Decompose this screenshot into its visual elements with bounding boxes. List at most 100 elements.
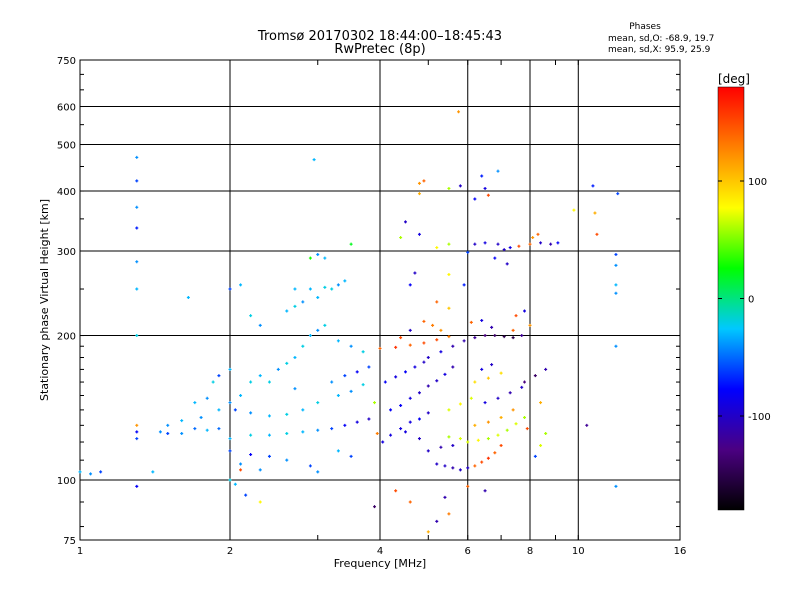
data-point xyxy=(135,260,139,264)
data-point xyxy=(330,427,334,431)
data-point xyxy=(443,372,447,376)
data-point xyxy=(413,365,417,369)
data-point xyxy=(239,394,243,398)
data-point xyxy=(180,419,184,423)
data-point xyxy=(417,232,421,236)
data-point xyxy=(443,495,447,499)
data-point xyxy=(426,449,430,453)
data-point xyxy=(186,296,190,300)
data-point xyxy=(399,336,403,340)
data-point xyxy=(258,468,262,472)
data-point xyxy=(312,158,316,162)
y-tick-label: 200 xyxy=(57,332,76,343)
y-tick-label: 750 xyxy=(57,56,76,67)
data-point xyxy=(308,334,312,338)
data-point xyxy=(408,396,412,400)
data-point xyxy=(233,408,237,412)
data-point xyxy=(528,242,532,246)
colorbar-label: [deg] xyxy=(718,72,750,86)
data-point xyxy=(135,205,139,209)
data-point xyxy=(493,451,497,455)
data-point xyxy=(228,449,232,453)
data-point xyxy=(399,236,403,240)
data-point xyxy=(383,380,387,384)
data-point xyxy=(267,414,271,418)
y-tick-label: 100 xyxy=(57,476,76,487)
colorbar-tick-label: -100 xyxy=(748,412,771,423)
data-point xyxy=(473,336,477,340)
data-point xyxy=(217,427,221,431)
data-point xyxy=(447,408,451,412)
chart-subtitle: RwPretec (8p) xyxy=(334,42,425,57)
data-point xyxy=(486,193,490,197)
data-point xyxy=(514,314,518,318)
data-point xyxy=(349,389,353,393)
data-point xyxy=(426,411,430,415)
data-point xyxy=(228,367,232,371)
data-point xyxy=(614,484,618,488)
data-point xyxy=(276,367,280,371)
data-point xyxy=(211,380,215,384)
data-point xyxy=(483,241,487,245)
data-point xyxy=(426,530,430,534)
data-point xyxy=(258,500,262,504)
data-point xyxy=(249,314,253,318)
data-point xyxy=(367,365,371,369)
data-point xyxy=(572,208,576,212)
data-point xyxy=(316,328,320,332)
data-point xyxy=(301,408,305,412)
data-point xyxy=(462,339,466,343)
data-point xyxy=(258,323,262,327)
data-point xyxy=(343,374,347,378)
data-point xyxy=(349,344,353,348)
data-point xyxy=(511,328,515,332)
data-point xyxy=(239,462,243,466)
data-point xyxy=(135,155,139,159)
data-point xyxy=(316,296,320,300)
data-point xyxy=(135,287,139,291)
data-point xyxy=(249,433,253,437)
data-point xyxy=(469,396,473,400)
data-point xyxy=(466,250,470,254)
data-point xyxy=(435,300,439,304)
data-point xyxy=(355,420,359,424)
data-point xyxy=(616,192,620,196)
data-point xyxy=(403,430,407,434)
data-point xyxy=(373,505,377,509)
data-point xyxy=(330,287,334,291)
data-point xyxy=(399,403,403,407)
data-point xyxy=(480,174,484,178)
data-point xyxy=(267,433,271,437)
data-point xyxy=(499,371,503,375)
data-point xyxy=(417,417,421,421)
data-point xyxy=(394,345,398,349)
data-point xyxy=(435,462,439,466)
data-point xyxy=(496,433,500,437)
data-point xyxy=(483,401,487,405)
data-point xyxy=(458,437,462,441)
data-point xyxy=(473,423,477,427)
data-point xyxy=(447,186,451,190)
data-point xyxy=(367,417,371,421)
data-point xyxy=(349,454,353,458)
data-point xyxy=(435,379,439,383)
data-point xyxy=(476,438,480,442)
data-point xyxy=(193,427,197,431)
data-point xyxy=(439,445,443,449)
y-tick-label: 500 xyxy=(57,141,76,152)
data-point xyxy=(469,320,473,324)
data-point xyxy=(466,466,470,470)
data-point xyxy=(228,437,232,441)
data-point xyxy=(525,427,529,431)
data-point xyxy=(199,415,203,419)
data-point xyxy=(533,374,537,378)
data-point xyxy=(435,338,439,342)
data-point xyxy=(614,283,618,287)
data-point xyxy=(135,437,139,441)
x-tick-label: 4 xyxy=(377,546,383,557)
x-tick-label: 10 xyxy=(572,546,585,557)
data-point xyxy=(373,401,377,405)
data-point xyxy=(508,246,512,250)
data-point xyxy=(422,319,426,323)
data-point xyxy=(389,408,393,412)
